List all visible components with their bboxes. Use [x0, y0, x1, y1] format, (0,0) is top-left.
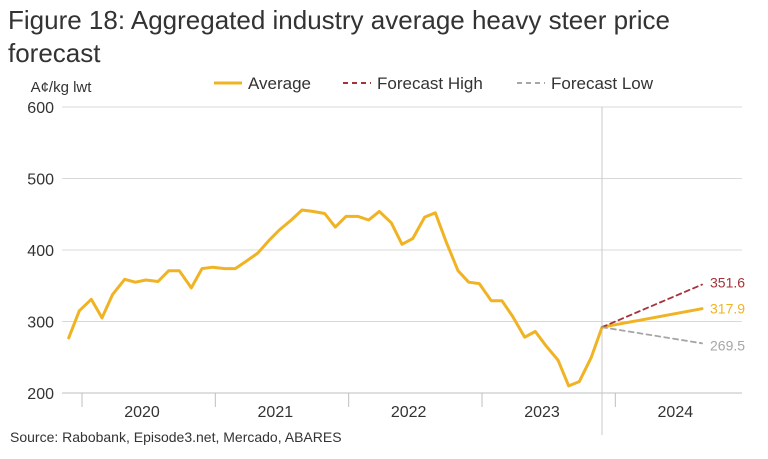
end-value-label: 269.5 — [710, 337, 745, 353]
y-tick-label: 600 — [27, 100, 54, 117]
y-axis-label: A¢/kg lwt — [31, 79, 93, 96]
y-tick-label: 400 — [27, 243, 54, 260]
legend-label: Forecast High — [377, 74, 483, 93]
legend-label: Average — [248, 74, 311, 93]
series-line-forecast-low — [601, 326, 703, 345]
x-tick-label: 2023 — [524, 404, 560, 421]
end-value-label: 317.9 — [710, 301, 745, 317]
x-tick-label: 2024 — [658, 404, 694, 421]
x-tick-label: 2020 — [124, 404, 160, 421]
series-line-average — [67, 208, 704, 388]
x-tick-label: 2021 — [258, 404, 294, 421]
end-value-label: 351.6 — [710, 275, 745, 291]
legend-label: Forecast Low — [551, 74, 654, 93]
chart-title: Figure 18: Aggregated industry average h… — [8, 5, 670, 68]
y-tick-label: 200 — [27, 386, 54, 403]
y-tick-label: 300 — [27, 315, 54, 332]
x-tick-label: 2022 — [391, 404, 427, 421]
series-line-forecast-high — [601, 283, 703, 329]
source-note: Source: Rabobank, Episode3.net, Mercado,… — [10, 429, 342, 445]
y-tick-label: 500 — [27, 172, 54, 189]
